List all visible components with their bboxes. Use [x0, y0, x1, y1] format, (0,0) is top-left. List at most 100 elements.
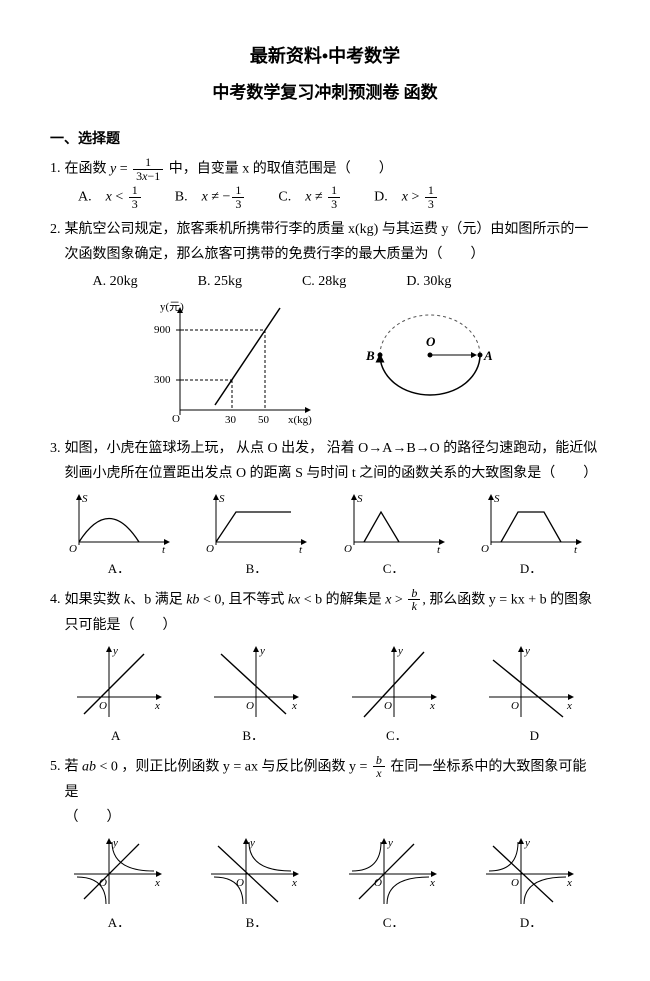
q4-lt0: < 0, 且不等式 [199, 592, 287, 607]
q5c-y: y [387, 837, 393, 849]
q2-line1: 某航空公司规定，旅客乘机所携带行李的质量 x(kg) 与其运费 y（元）由如图所… [65, 217, 601, 242]
q4c-O: O [384, 700, 392, 712]
q4c-x: x [429, 700, 435, 712]
q1-eq: = [116, 161, 131, 176]
q5a-x: x [154, 877, 160, 889]
q4-capD: D [530, 724, 539, 747]
q3d-O: O [481, 543, 489, 555]
q3-capA: A． [108, 557, 130, 580]
q1b-fd: 3 [232, 198, 244, 211]
question-3: 3. 如图，小虎在篮球场上玩， 从点 O 出发， 沿着 O→A→B→O 的路径匀… [50, 436, 600, 581]
q5-captions: A． B． C． D． [50, 911, 600, 934]
question-5: 5. 若 ab < 0 ，则正比例函数 y = ax 与反比例函数 y = bx… [50, 754, 600, 935]
q4d-y: y [524, 645, 530, 657]
q3a-S: S [82, 493, 88, 505]
q4-capA: A [111, 724, 120, 747]
q5b-O: O [236, 877, 244, 889]
q3-line2: 刻画小虎所在位置距出发点 O 的距离 S 与时间 t 之间的函数关系的大致图象是… [65, 461, 601, 486]
q3-number: 3. [50, 436, 61, 486]
q1d-fd: 3 [425, 198, 437, 211]
q1-optB: B. x ≠ −13 [175, 184, 247, 210]
q2-circle-diagram: O A B [350, 300, 510, 410]
q3c-t: t [437, 544, 441, 555]
q3-chart-A: S t O [64, 490, 174, 555]
q1c-pre: C. [278, 190, 305, 205]
q4-capC: C． [386, 724, 408, 747]
q2-label-B: B [365, 348, 375, 363]
question-1: 1. 在函数 y = 13x−1 中，自变量 x 的取值范围是（ ） A. x … [50, 156, 600, 210]
section-1-title: 一、选择题 [50, 127, 600, 152]
q4-kx: kx [288, 592, 300, 607]
q4-ltb: < b 的解集是 [300, 592, 385, 607]
page-subtitle: 中考数学复习冲刺预测卷 函数 [50, 78, 600, 109]
q4b-y: y [259, 645, 265, 657]
q3-figures: S t O S t O S t O S t O [50, 490, 600, 555]
q4-number: 4. [50, 587, 61, 638]
q1-text: 在函数 y = 13x−1 中，自变量 x 的取值范围是（ ） [65, 156, 601, 182]
q5-fn: b [373, 754, 385, 768]
q1-optA: A. x < 13 [78, 184, 143, 210]
q3d-t: t [574, 544, 578, 555]
q2-line2: 次函数图象确定，那么旅客可携带的免费行李的最大质量为（ ） [65, 242, 601, 267]
q4-capB: B． [242, 724, 264, 747]
q3b-S: S [219, 493, 225, 505]
page-title: 最新资料•中考数学 [50, 40, 600, 72]
q2-optD: D. 30kg [406, 269, 451, 294]
question-2: 2. 某航空公司规定，旅客乘机所携带行李的质量 x(kg) 与其运费 y（元）由… [50, 217, 600, 431]
q5-capA: A． [108, 911, 130, 934]
q2-number: 2. [50, 217, 61, 295]
q5-chart-A: y x O [69, 834, 169, 909]
q4-chart-C: y x O [344, 642, 444, 722]
q3-chart-C: S t O [339, 490, 449, 555]
q2-ylabel: y(元) [160, 301, 184, 313]
q2-optC: C. 28kg [302, 269, 346, 294]
q3d-S: S [494, 493, 500, 505]
q3-capC: C． [383, 557, 405, 580]
question-4: 4. 如果实数 k、b 满足 kb < 0, 且不等式 kx < b 的解集是 … [50, 587, 600, 748]
q2-origin: O [172, 413, 180, 425]
q5c-x: x [429, 877, 435, 889]
q5-figures: y x O y x O y x O [50, 834, 600, 909]
q1-optD: D. x > 13 [374, 184, 439, 210]
q4a-x: x [154, 700, 160, 712]
q4-chart-A: y x O [69, 642, 169, 722]
q4a-O: O [99, 700, 107, 712]
q1c-r: ≠ [311, 190, 326, 205]
q3b-t: t [299, 544, 303, 555]
q1c-fd: 3 [328, 198, 340, 211]
q5-lt0: < 0 ，则正比例函数 y = ax 与反比例函数 y = [96, 759, 371, 774]
q5-number: 5. [50, 754, 61, 831]
q2-label-O: O [426, 334, 436, 349]
q1d-r: > [408, 190, 423, 205]
q4-chart-D: y x O [481, 642, 581, 722]
q2-options: A. 20kg B. 25kg C. 28kg D. 30kg [93, 269, 601, 294]
q5-ta: 若 [65, 759, 83, 774]
q4c-y: y [397, 645, 403, 657]
q5-capB: B． [246, 911, 268, 934]
q1c-fn: 1 [328, 184, 340, 198]
q5-chart-C: y x O [344, 834, 444, 909]
q3-line1: 如图，小虎在篮球场上玩， 从点 O 出发， 沿着 O→A→B→O 的路径匀速跑动… [65, 436, 601, 461]
q4-kb: kb [186, 592, 199, 607]
q1a-fn: 1 [129, 184, 141, 198]
q5-capD: D． [520, 911, 542, 934]
q3-capB: B． [246, 557, 268, 580]
q1a-pre: A. [78, 190, 106, 205]
q2-text: 某航空公司规定，旅客乘机所携带行李的质量 x(kg) 与其运费 y（元）由如图所… [65, 217, 601, 295]
q4-line2: 只可能是（ ） [65, 613, 601, 638]
q1-optC: C. x ≠ 13 [278, 184, 342, 210]
q5-fd: x [373, 767, 385, 780]
q4d-O: O [511, 700, 519, 712]
q3-text: 如图，小虎在篮球场上玩， 从点 O 出发， 沿着 O→A→B→O 的路径匀速跑动… [65, 436, 601, 486]
q4-post: , 那么函数 y = kx + b 的图象 [422, 592, 592, 607]
q3c-S: S [357, 493, 363, 505]
q5d-x: x [566, 877, 572, 889]
q4-fn: b [408, 587, 420, 601]
q2-optB: B. 25kg [198, 269, 242, 294]
q3c-O: O [344, 543, 352, 555]
q3-chart-D: S t O [476, 490, 586, 555]
q5b-x: x [291, 877, 297, 889]
q5-ab: ab [82, 759, 96, 774]
q1b-r: ≠ − [208, 190, 231, 205]
q1-number: 1. [50, 156, 61, 182]
